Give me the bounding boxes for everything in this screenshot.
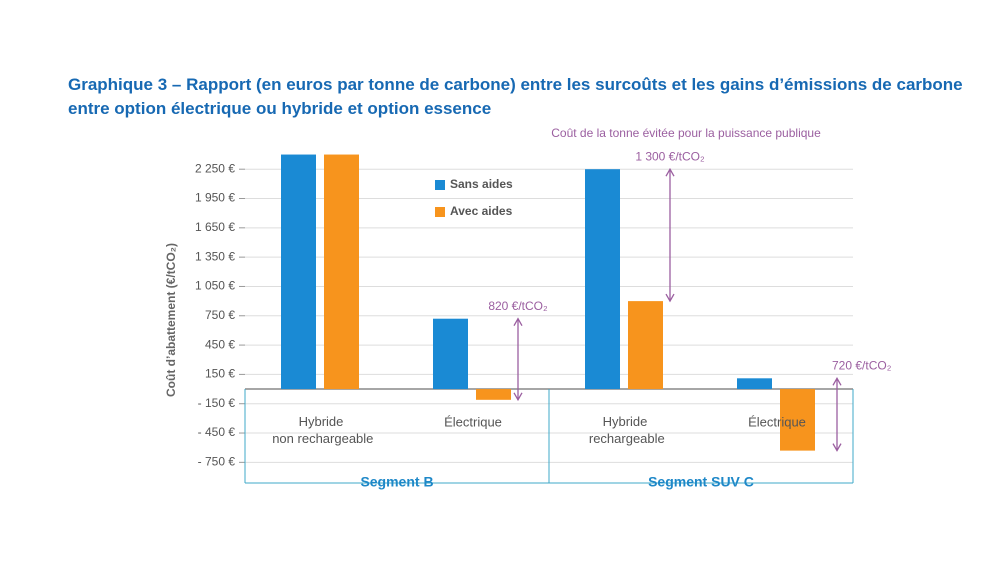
arrow-head	[832, 443, 842, 452]
y-tick-label: - 450 €	[198, 425, 236, 439]
annotation-label: 820 €/tCO₂	[488, 299, 548, 313]
x-tick-label: Hybride rechargeable	[585, 414, 665, 446]
legend-swatch	[435, 180, 445, 190]
y-axis-label: Coût d’abattement (€/tCO₂)	[164, 243, 178, 397]
y-tick-label: 450 €	[205, 337, 235, 351]
y-tick-label: 2 250 €	[195, 161, 235, 175]
bar	[585, 169, 620, 390]
legend-label: Avec aides	[450, 204, 513, 218]
arrow-head	[665, 293, 675, 303]
bar	[433, 318, 468, 390]
legend-swatch	[435, 207, 445, 217]
annotation-label: 720 €/tCO₂	[832, 358, 892, 372]
y-tick-label: 1 050 €	[195, 279, 235, 293]
y-tick-label: 1 350 €	[195, 249, 235, 263]
annotation-label: 1 300 €/tCO₂	[635, 149, 705, 163]
arrow-head	[832, 376, 842, 386]
bar	[737, 378, 772, 390]
bar	[780, 389, 815, 451]
segment-label: Segment SUV C	[648, 474, 754, 490]
arrow-head	[513, 392, 523, 402]
bar	[324, 154, 359, 390]
y-tick-label: - 150 €	[198, 396, 236, 410]
x-tick-label: Électrique	[444, 414, 502, 429]
y-tick-label: - 750 €	[198, 455, 236, 469]
y-tick-label: 1 950 €	[195, 191, 235, 205]
y-tick-label: 150 €	[205, 367, 235, 381]
arrow-head	[513, 317, 523, 327]
segment-label: Segment B	[360, 474, 433, 490]
x-tick-label: Hybride non rechargeable	[269, 414, 374, 446]
y-tick-label: 1 650 €	[195, 220, 235, 234]
x-tick-label: Électrique	[748, 414, 806, 429]
chart-title: Graphique 3 – Rapport (en euros par tonn…	[68, 75, 963, 94]
bar	[281, 154, 316, 390]
bar	[476, 389, 511, 400]
chart-subtitle: entre option électrique ou hybride et op…	[68, 99, 491, 118]
bar	[628, 301, 663, 390]
legend-label: Sans aides	[450, 177, 513, 191]
arrow-head	[665, 167, 675, 177]
y-tick-label: 750 €	[205, 308, 235, 322]
annotation-header: Coût de la tonne évitée pour la puissanc…	[551, 126, 821, 140]
